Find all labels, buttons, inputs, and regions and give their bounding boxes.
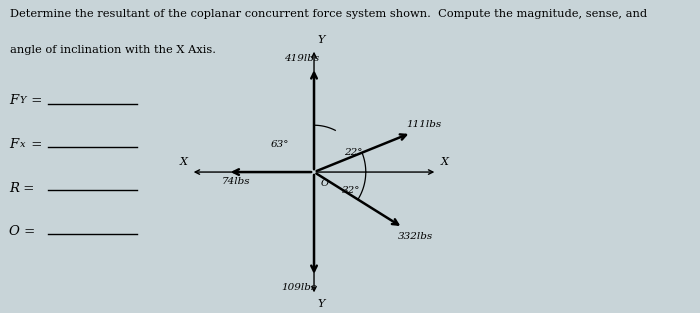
Text: Y: Y bbox=[20, 96, 26, 105]
Text: 332lbs: 332lbs bbox=[398, 232, 433, 241]
Text: X: X bbox=[441, 157, 449, 167]
Text: Y: Y bbox=[318, 299, 325, 309]
Text: 22°: 22° bbox=[344, 148, 363, 157]
Text: =: = bbox=[27, 94, 42, 107]
Text: O: O bbox=[320, 179, 328, 188]
Text: Determine the resultant of the coplanar concurrent force system shown.  Compute : Determine the resultant of the coplanar … bbox=[10, 9, 648, 19]
Text: 111lbs: 111lbs bbox=[406, 120, 441, 129]
Text: Y: Y bbox=[318, 35, 325, 45]
Text: 32°: 32° bbox=[342, 186, 360, 195]
Text: F: F bbox=[9, 94, 18, 107]
Text: 74lbs: 74lbs bbox=[222, 177, 251, 187]
Text: angle of inclination with the X Axis.: angle of inclination with the X Axis. bbox=[10, 45, 216, 55]
Text: R =: R = bbox=[9, 182, 34, 195]
Text: =: = bbox=[27, 138, 42, 151]
Text: X: X bbox=[179, 157, 187, 167]
Text: 419lbs: 419lbs bbox=[284, 54, 319, 63]
Text: F: F bbox=[9, 138, 18, 151]
Text: O =: O = bbox=[9, 225, 35, 239]
Text: x: x bbox=[20, 140, 25, 149]
Text: 63°: 63° bbox=[270, 141, 289, 149]
Text: 109lbs: 109lbs bbox=[281, 283, 317, 292]
